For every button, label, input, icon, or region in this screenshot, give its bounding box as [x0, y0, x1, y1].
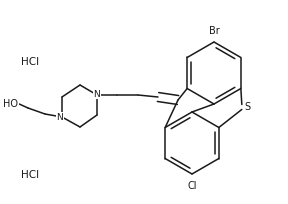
- Text: HCl: HCl: [21, 57, 39, 67]
- Text: S: S: [244, 102, 250, 112]
- Text: N: N: [94, 90, 101, 99]
- Text: HO: HO: [3, 99, 18, 109]
- Text: Cl: Cl: [187, 181, 197, 191]
- Text: HCl: HCl: [21, 170, 39, 180]
- Text: Br: Br: [209, 26, 219, 36]
- Text: N: N: [56, 112, 63, 122]
